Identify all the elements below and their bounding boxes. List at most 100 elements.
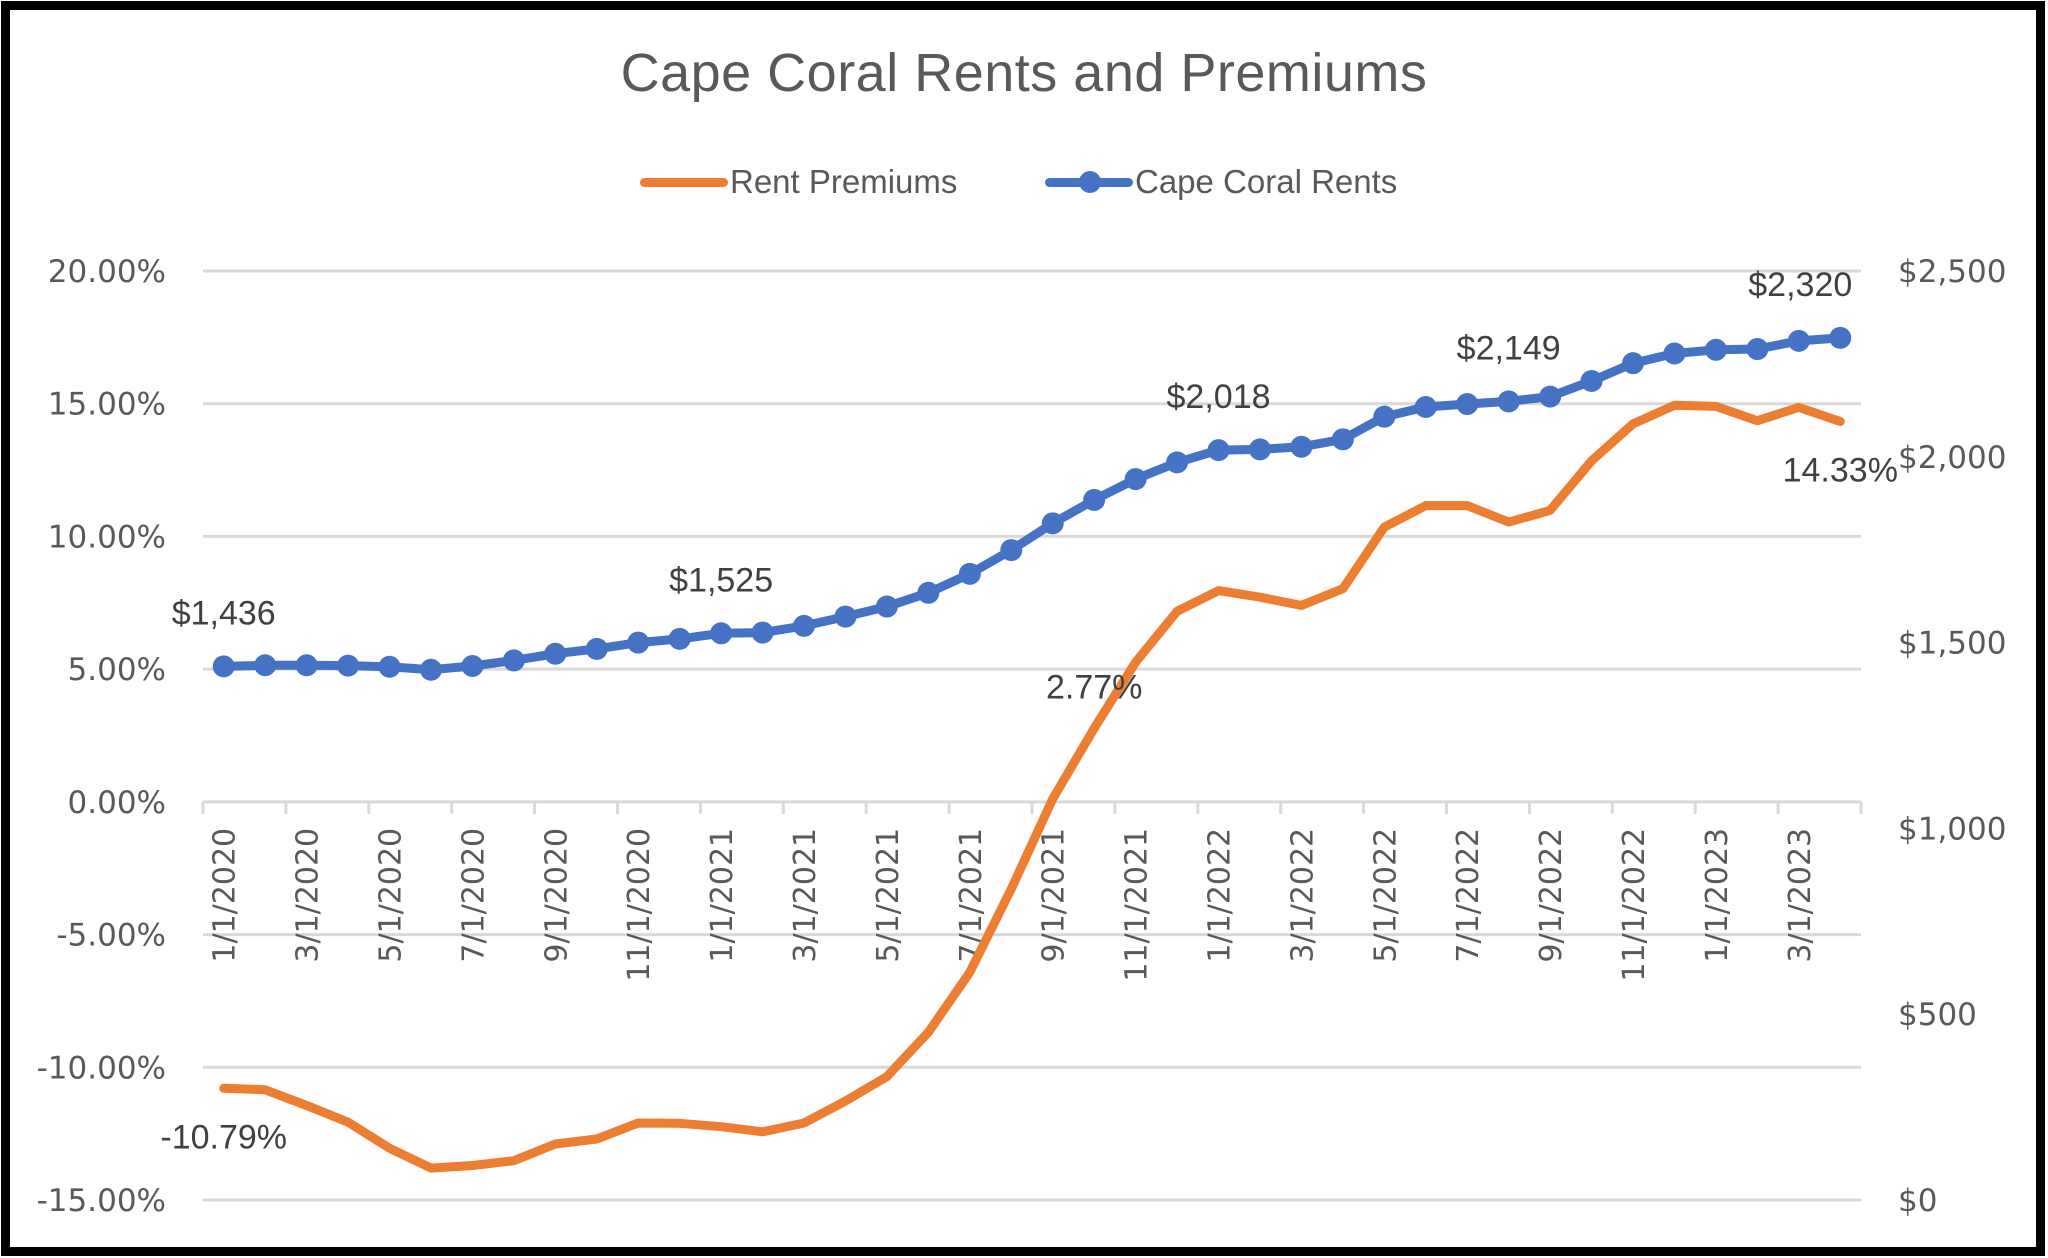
legend-item-rent-premiums[interactable]: Rent Premiums <box>638 160 957 204</box>
x-tick-label: 3/1/2020 <box>291 828 326 963</box>
x-tick-label: 3/1/2021 <box>788 828 823 963</box>
y-left-tick-label: -10.00% <box>37 1050 166 1086</box>
x-axis: 1/1/2020 3/1/2020 5/1/2020 7/1/2020 9/1/2020… <box>201 800 1863 982</box>
cape-coral-rents-marker <box>378 655 401 678</box>
y-right-tick-label: $1,500 <box>1898 626 2006 662</box>
rent-premiums-line <box>219 400 1845 1173</box>
y-left-tick-label: -5.00% <box>56 918 166 954</box>
x-tick-label: 1/1/2023 <box>1700 828 1735 963</box>
cape-coral-rents-marker <box>419 658 442 681</box>
cape-coral-rents-marker <box>1539 385 1562 408</box>
cape-coral-rents-marker <box>1456 393 1479 416</box>
y-left-tick-label: 15.00% <box>48 387 166 423</box>
data-label-rent: $2,320 <box>1748 266 1852 304</box>
x-tick-label: 11/1/2022 <box>1617 828 1652 982</box>
x-tick-label: 5/1/2020 <box>374 828 409 963</box>
x-tick-label: 11/1/2021 <box>1120 828 1155 982</box>
data-label-premium: -10.79% <box>160 1118 287 1156</box>
data-label-premium: 14.33% <box>1783 451 1898 489</box>
cape-coral-rents-marker <box>1787 329 1810 352</box>
y-left-tick-label: 10.00% <box>48 519 166 555</box>
y-right-tick-label: $0 <box>1898 1183 1937 1219</box>
data-label-premium: 2.77% <box>1046 668 1142 706</box>
y-left-tick-label: 20.00% <box>48 254 166 290</box>
cape-coral-rents-marker <box>1166 451 1189 474</box>
x-tick-label: 1/1/2020 <box>208 828 243 963</box>
data-label-rent: $2,018 <box>1167 378 1271 416</box>
y-left-tick-label: 0.00% <box>68 785 166 821</box>
data-label-rent: $1,436 <box>172 594 276 632</box>
gridlines <box>203 269 1861 1202</box>
y-axis-left: 20.00% 15.00% 10.00% 5.00% 0.00% -5.00% -10.00… <box>37 254 166 1219</box>
legend-label-cape-coral-rents: Cape Coral Rents <box>1135 163 1398 200</box>
legend-item-cape-coral-rents[interactable]: Cape Coral Rents <box>1043 160 1397 204</box>
cape-coral-rents-marker <box>502 649 525 672</box>
cape-coral-rents-marker <box>1829 326 1852 349</box>
cape-coral-rents-marker <box>461 655 484 678</box>
legend-line-marker-blue-icon <box>1043 160 1135 204</box>
cape-coral-rents-marker <box>1000 539 1023 562</box>
y-axis-right: $2,500 $2,000 $1,500 $1,000 $500 $0 <box>1898 254 2006 1219</box>
x-tick-label: 11/1/2020 <box>622 828 657 982</box>
cape-coral-rents-marker <box>793 614 816 637</box>
cape-coral-rents-marker <box>1041 512 1064 535</box>
series-cape-coral-rents <box>212 326 1852 681</box>
cape-coral-rents-marker <box>1663 342 1686 365</box>
data-label-rent: $2,149 <box>1457 329 1561 367</box>
cape-coral-rents-marker <box>958 562 981 585</box>
x-tick-label: 5/1/2021 <box>871 828 906 963</box>
cape-coral-rents-marker <box>1248 438 1271 461</box>
series-rent-premiums <box>219 400 1845 1173</box>
data-label-rent: $1,525 <box>669 561 773 599</box>
y-right-tick-label: $1,000 <box>1898 811 2006 847</box>
cape-coral-rents-marker <box>1331 428 1354 451</box>
cape-coral-rents-marker <box>751 621 774 644</box>
data-labels: $1,436 $1,525 $2,018 $2,149 $2,320 -10.79% 2.7… <box>160 266 1898 1156</box>
x-tick-label: 9/1/2022 <box>1534 828 1569 963</box>
x-tick-label: 9/1/2021 <box>1037 828 1072 963</box>
y-left-tick-label: 5.00% <box>68 652 166 688</box>
x-tick-label: 3/1/2022 <box>1285 828 1320 963</box>
cape-coral-rents-marker <box>1207 439 1230 462</box>
cape-coral-rents-line <box>219 333 1845 675</box>
cape-coral-rents-marker <box>1746 338 1769 361</box>
x-tick-label: 3/1/2023 <box>1783 828 1818 963</box>
cape-coral-rents-marker <box>710 622 733 645</box>
cape-coral-rents-marker <box>668 627 691 650</box>
cape-coral-rents-marker <box>585 637 608 660</box>
cape-coral-rents-marker <box>1497 390 1520 413</box>
cape-coral-rents-marker <box>627 631 650 654</box>
cape-coral-rents-marker <box>295 654 318 677</box>
y-right-tick-label: $2,500 <box>1898 254 2006 290</box>
cape-coral-rents-marker <box>254 654 277 677</box>
x-tick-label: 7/1/2022 <box>1451 828 1486 963</box>
cape-coral-rents-marker <box>1290 435 1313 458</box>
cape-coral-rents-marker <box>1580 369 1603 392</box>
x-tick-label: 7/1/2020 <box>456 828 491 963</box>
cape-coral-rents-marker <box>1083 488 1106 511</box>
legend: Rent Premiums Cape Coral Rents <box>0 160 2048 204</box>
cape-coral-rents-marker <box>337 654 360 677</box>
y-right-tick-label: $2,000 <box>1898 440 2006 476</box>
cape-coral-rents-marker <box>544 642 567 665</box>
y-right-tick-label: $500 <box>1898 997 1977 1033</box>
x-tick-label: 1/1/2021 <box>705 828 740 963</box>
x-tick-label: 1/1/2022 <box>1203 828 1238 963</box>
cape-coral-rents-marker <box>834 605 857 628</box>
cape-coral-rents-marker <box>212 655 235 678</box>
cape-coral-rents-marker <box>1622 352 1645 375</box>
cape-coral-rents-marker <box>1704 338 1727 361</box>
cape-coral-rents-marker <box>1373 405 1396 428</box>
x-tick-label: 9/1/2020 <box>539 828 574 963</box>
cape-coral-rents-marker <box>1414 396 1437 419</box>
y-left-tick-label: -15.00% <box>37 1183 166 1219</box>
chart-title: Cape Coral Rents and Premiums <box>620 43 1428 103</box>
cape-coral-rents-marker <box>875 595 898 618</box>
legend-line-orange-icon <box>638 160 730 204</box>
cape-coral-rents-marker <box>917 581 940 604</box>
x-tick-label: 5/1/2022 <box>1368 828 1403 963</box>
legend-label-rent-premiums: Rent Premiums <box>730 163 958 200</box>
cape-coral-rents-marker <box>1124 468 1147 491</box>
